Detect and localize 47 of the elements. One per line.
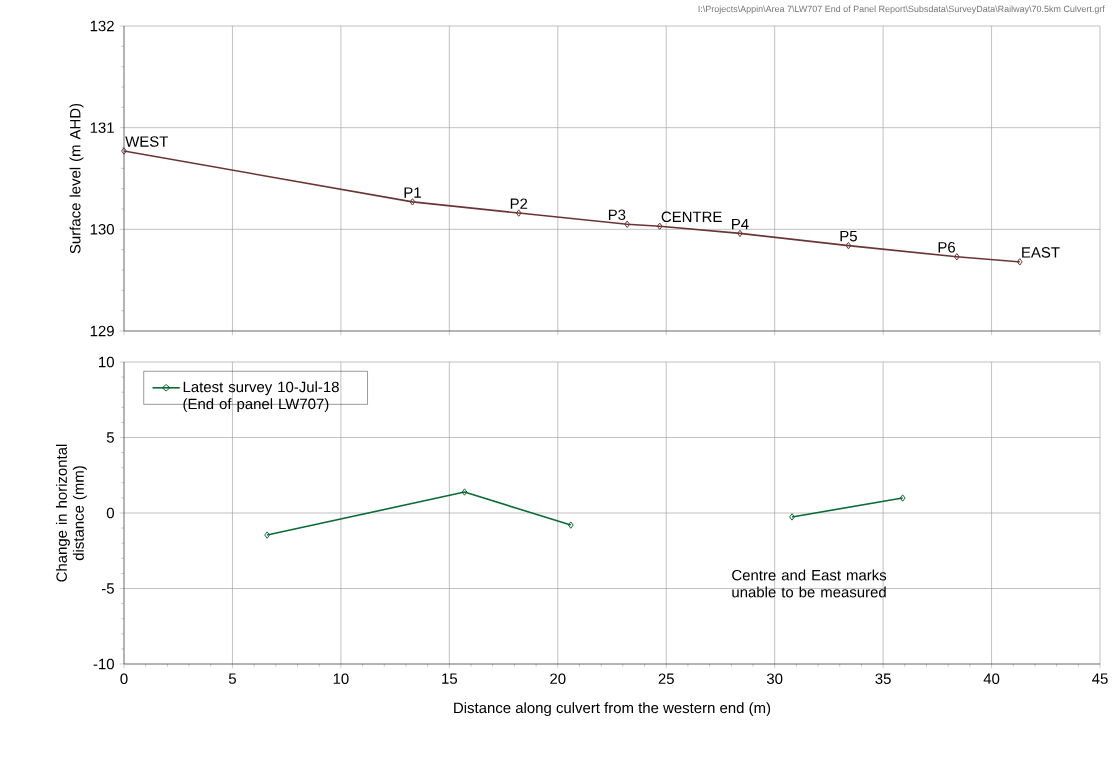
point [461, 488, 468, 496]
point [656, 222, 663, 230]
y-tick-label: 132 [90, 20, 114, 32]
y-tick-label: 131 [90, 122, 114, 133]
point [953, 253, 960, 261]
text: I:\Projects\Appin\Area 7\LW707 End of Panel Report\Subsdata\SurveyData\Railway\70.5km Culvert.grf [698, 5, 1105, 14]
x-tick-label: 40 [983, 673, 1000, 685]
x-tick-label: 0 [120, 673, 128, 685]
annotation: P2 [510, 198, 528, 209]
y-tick-label: 10 [99, 356, 114, 368]
point [264, 531, 271, 539]
x-axis-title: Distance along culvert from the western end (m) [454, 702, 771, 717]
point [624, 220, 631, 228]
annotation: EAST [1022, 247, 1060, 258]
y-axis-title: Surface level (m AHD) [69, 103, 84, 254]
x-tick-label: 10 [333, 673, 349, 685]
point [515, 209, 522, 217]
annotation: CENTRE [661, 211, 722, 223]
line-series [121, 147, 1023, 266]
point [567, 521, 574, 529]
y-tick-label: 130 [90, 224, 114, 235]
annotation: P6 [938, 242, 956, 253]
x-tick-label: 25 [658, 673, 674, 685]
y-tick-label: 129 [90, 325, 114, 337]
point [1016, 258, 1023, 266]
point [121, 147, 127, 155]
point [409, 198, 416, 206]
annotation: P3 [608, 209, 626, 221]
annotation: P1 [404, 187, 421, 198]
x-tick-label: 35 [875, 673, 891, 685]
y-tick-label: -10 [93, 658, 114, 670]
x-tick-label: 5 [228, 673, 236, 684]
annotation: WEST [125, 136, 169, 147]
annotation: P5 [840, 230, 857, 242]
legend-label: Latest survey 10-Jul-18 (End of panel LW707) [183, 381, 339, 413]
point [899, 494, 906, 502]
x-tick-label: 45 [1092, 673, 1108, 684]
point [789, 513, 795, 521]
y-axis-title: Change in horizontal distance (mm) [55, 444, 87, 582]
y-tick-label: 5 [106, 432, 114, 443]
x-tick-label: 20 [550, 673, 566, 685]
annotation: P4 [732, 218, 749, 230]
y-tick-label: 0 [106, 507, 114, 519]
y-tick-label: -5 [101, 583, 114, 594]
x-tick-label: 15 [442, 673, 458, 684]
annotation: Centre and East marks unable to be measured [732, 569, 887, 598]
x-tick-label: 30 [766, 673, 783, 685]
